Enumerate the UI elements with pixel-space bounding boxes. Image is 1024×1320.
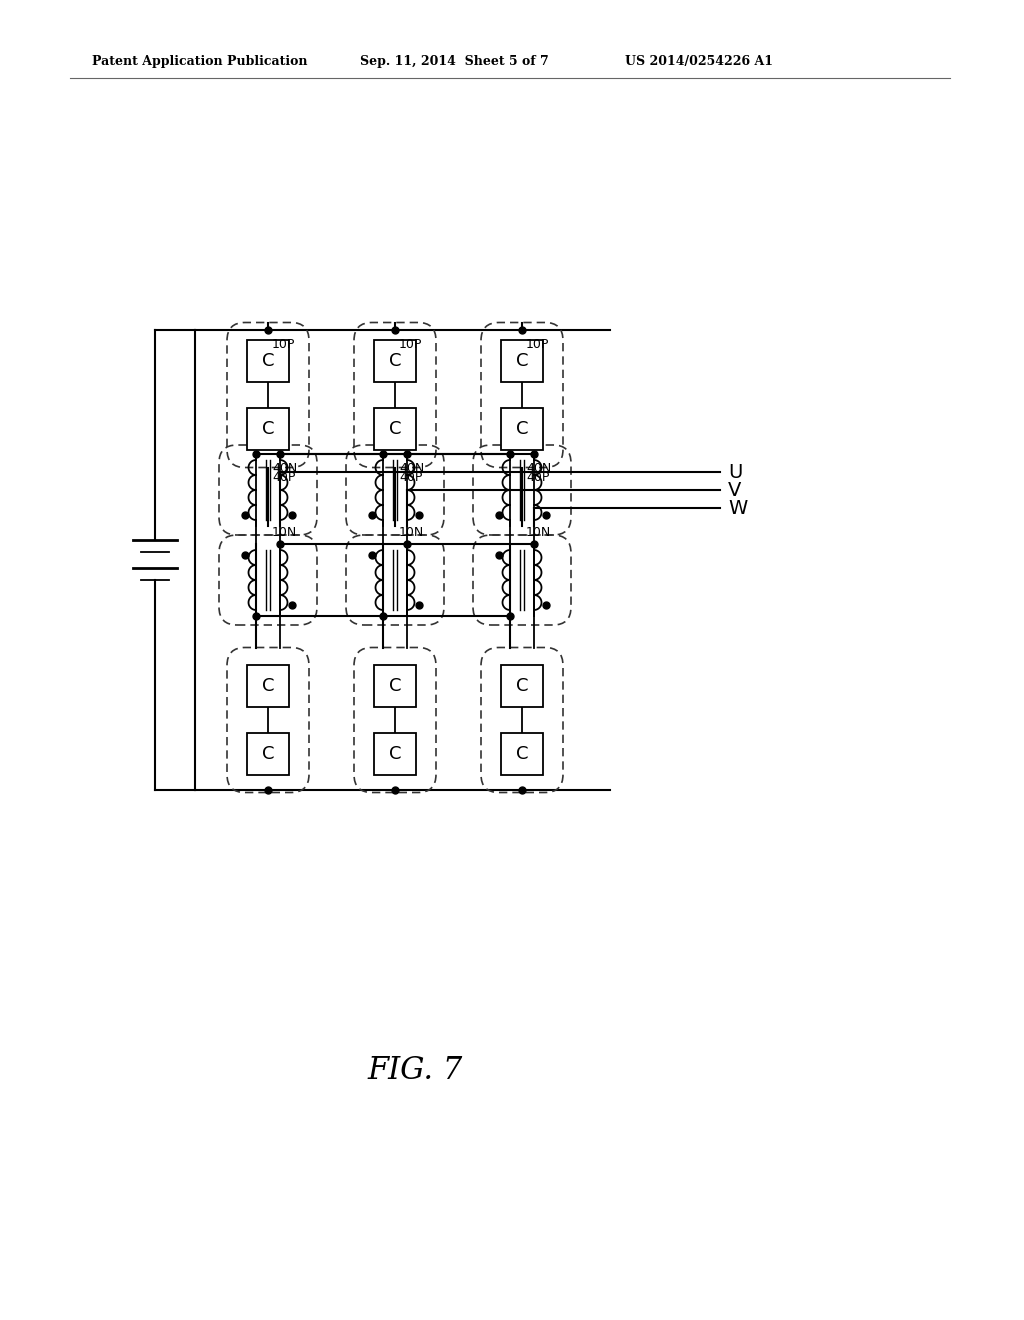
Bar [247,733,289,775]
Text: 10P: 10P [272,338,295,351]
Bar [247,341,289,381]
Text: C: C [516,677,528,696]
Text: C: C [516,420,528,438]
Bar [374,341,416,381]
Text: C: C [389,420,401,438]
Text: C: C [262,352,274,370]
Text: C: C [262,420,274,438]
Bar [247,665,289,708]
Text: 10P: 10P [399,338,422,351]
Bar [501,341,543,381]
Text: 40N: 40N [526,462,551,474]
Bar [501,665,543,708]
Text: 40P: 40P [399,471,422,484]
Bar [374,408,416,450]
Text: FIG. 7: FIG. 7 [368,1055,463,1086]
Text: C: C [262,677,274,696]
Bar [374,665,416,708]
Text: 10P: 10P [526,338,549,351]
Text: 40P: 40P [526,471,549,484]
Bar [247,408,289,450]
Text: 10N: 10N [399,525,424,539]
Text: U: U [728,462,742,482]
Text: C: C [262,744,274,763]
Text: 10N: 10N [526,525,551,539]
Text: V: V [728,480,741,499]
Text: 10N: 10N [272,525,297,539]
Text: 40P: 40P [272,471,295,484]
Bar [501,408,543,450]
Text: Sep. 11, 2014  Sheet 5 of 7: Sep. 11, 2014 Sheet 5 of 7 [360,55,549,69]
Bar [501,733,543,775]
Text: US 2014/0254226 A1: US 2014/0254226 A1 [625,55,773,69]
Text: C: C [389,744,401,763]
Text: W: W [728,499,748,517]
Text: C: C [389,677,401,696]
Text: 40N: 40N [399,462,424,474]
Text: C: C [516,744,528,763]
Text: C: C [389,352,401,370]
Text: Patent Application Publication: Patent Application Publication [92,55,307,69]
Text: 40N: 40N [272,462,297,474]
Bar [374,733,416,775]
Text: C: C [516,352,528,370]
